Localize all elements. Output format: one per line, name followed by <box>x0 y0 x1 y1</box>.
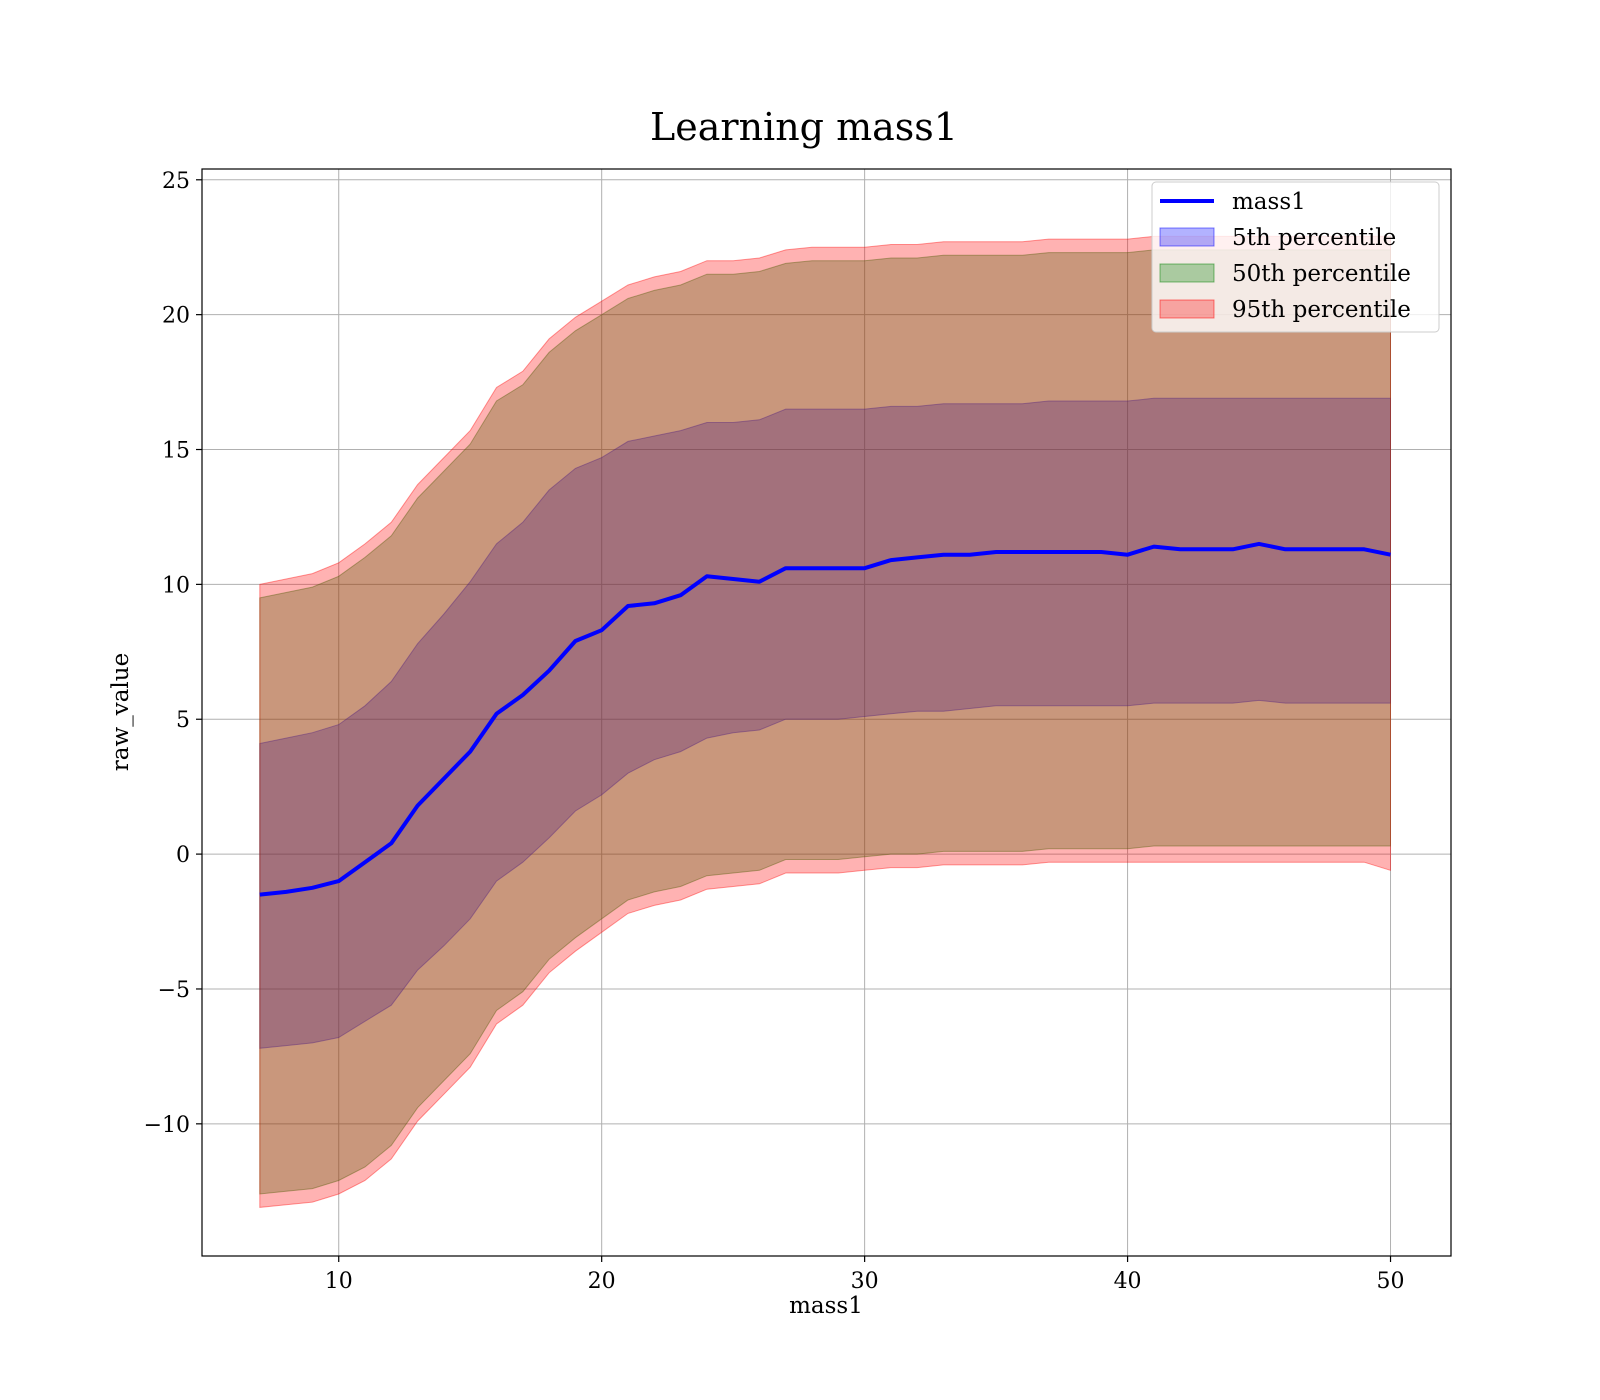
x-tick-label: 50 <box>1377 1269 1405 1294</box>
legend-label-mass1: mass1 <box>1232 189 1306 215</box>
y-tick-label: 25 <box>162 169 190 194</box>
legend-swatch-5th-percentile <box>1159 227 1215 247</box>
y-tick-label: 5 <box>176 708 190 733</box>
y-tick-label: −10 <box>144 1113 190 1138</box>
x-tick-label: 40 <box>1114 1269 1142 1294</box>
x-tick-label: 10 <box>325 1269 353 1294</box>
y-tick-label: 20 <box>162 304 190 329</box>
y-tick-label: 15 <box>162 439 190 464</box>
legend-label-95th-percentile: 95th percentile <box>1232 297 1411 323</box>
x-tick-label: 30 <box>851 1269 879 1294</box>
x-axis-label: mass1 <box>789 1293 863 1319</box>
y-tick-label: 10 <box>162 573 190 598</box>
band-5th-percentile <box>259 397 1391 1049</box>
mean-line-layer <box>259 541 1391 897</box>
x-tick-label: 20 <box>588 1269 616 1294</box>
y-axis-label: raw_value <box>108 653 134 771</box>
band-95th-percentile <box>259 235 1391 1208</box>
y-axis-ticks: −10 −5 0 5 10 15 20 25 <box>144 169 202 1138</box>
x-axis-ticks: 10 20 30 40 50 <box>325 1256 1405 1294</box>
plot-frame <box>201 168 1452 1257</box>
y-tick-label: −5 <box>158 978 190 1003</box>
legend: mass1 5th percentile 50th percentile 95t… <box>1151 181 1440 333</box>
legend-frame <box>1151 181 1440 333</box>
band-50th-percentile <box>259 249 1391 1195</box>
y-tick-label: 0 <box>176 843 190 868</box>
percentile-bands <box>259 235 1391 1208</box>
grid-lines <box>202 169 1451 1256</box>
chart-title: Learning mass1 <box>650 105 958 149</box>
legend-label-5th-percentile: 5th percentile <box>1232 225 1396 251</box>
series-line-mass1 <box>259 541 1391 897</box>
legend-label-50th-percentile: 50th percentile <box>1232 261 1411 287</box>
legend-swatch-95th-percentile <box>1159 299 1215 319</box>
legend-swatch-50th-percentile <box>1159 263 1215 283</box>
